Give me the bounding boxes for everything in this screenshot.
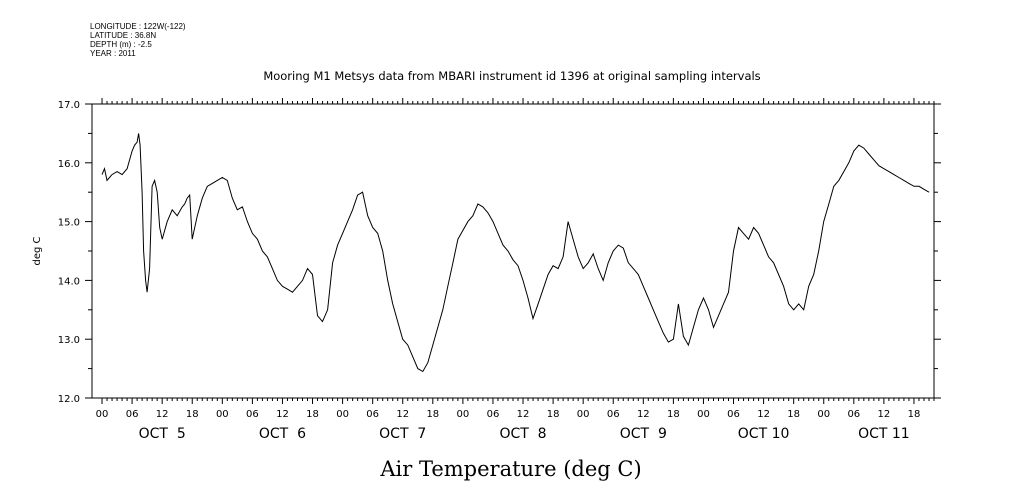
x-hour-tick-label: 12 (276, 409, 289, 420)
x-hour-tick-label: 06 (607, 409, 620, 420)
x-hour-tick-label: 12 (517, 409, 530, 420)
x-hour-tick-label: 12 (878, 409, 891, 420)
metadata-depth: DEPTH (m) : -2.5 (90, 40, 152, 49)
ticks-group (85, 98, 941, 404)
x-hour-tick-label: 06 (126, 409, 139, 420)
x-hour-tick-label: 00 (336, 409, 349, 420)
x-hour-tick-label: 00 (577, 409, 590, 420)
y-axis-label: deg C (32, 236, 43, 265)
y-tick-label: 12.0 (58, 394, 80, 405)
metadata-year: YEAR : 2011 (90, 49, 136, 58)
x-hour-tick-label: 12 (396, 409, 409, 420)
x-day-tick-label: OCT 5 (139, 426, 186, 442)
x-hour-tick-label: 00 (697, 409, 710, 420)
y-tick-label: 15.0 (58, 218, 80, 229)
y-tick-label: 16.0 (58, 159, 80, 170)
x-hour-tick-label: 06 (246, 409, 259, 420)
x-axis-label: Air Temperature (deg C) (379, 457, 641, 481)
x-day-tick-label: OCT 10 (738, 426, 790, 442)
x-hour-tick-label: 06 (487, 409, 500, 420)
x-hour-tick-label: 18 (667, 409, 680, 420)
y-tick-label: 17.0 (58, 100, 80, 111)
x-hour-tick-label: 18 (547, 409, 560, 420)
metadata-block: LONGITUDE : 122W(-122) LATITUDE : 36.8N … (90, 22, 186, 58)
y-tick-label: 14.0 (58, 276, 80, 287)
x-hour-tick-label: 00 (817, 409, 830, 420)
x-hour-tick-label: 18 (186, 409, 199, 420)
metadata-latitude: LATITUDE : 36.8N (90, 31, 157, 40)
y-tick-label: 13.0 (58, 335, 80, 346)
x-day-tick-label: OCT 9 (620, 426, 667, 442)
x-hour-tick-label: 00 (96, 409, 109, 420)
axes-group (91, 103, 935, 399)
x-hour-tick-label: 18 (426, 409, 439, 420)
plot-frame (91, 103, 935, 399)
x-hour-tick-label: 18 (306, 409, 319, 420)
x-day-tick-label: OCT 6 (259, 426, 306, 442)
x-hour-tick-label: 18 (787, 409, 800, 420)
x-hour-tick-label: 06 (727, 409, 740, 420)
series-line (101, 133, 930, 373)
x-hour-tick-label: 18 (908, 409, 921, 420)
x-day-tick-label: OCT 7 (379, 426, 426, 442)
x-hour-tick-label: 06 (366, 409, 379, 420)
chart-title: Mooring M1 Metsys data from MBARI instru… (263, 69, 760, 83)
x-hour-tick-label: 12 (757, 409, 770, 420)
x-hour-tick-label: 06 (847, 409, 860, 420)
x-day-tick-label: OCT 11 (858, 426, 910, 442)
x-hour-tick-label: 00 (216, 409, 229, 420)
metadata-longitude: LONGITUDE : 122W(-122) (90, 22, 186, 31)
x-hour-tick-label: 12 (156, 409, 169, 420)
x-day-tick-label: OCT 8 (499, 426, 546, 442)
x-hour-tick-label: 00 (457, 409, 470, 420)
x-hour-tick-label: 12 (637, 409, 650, 420)
